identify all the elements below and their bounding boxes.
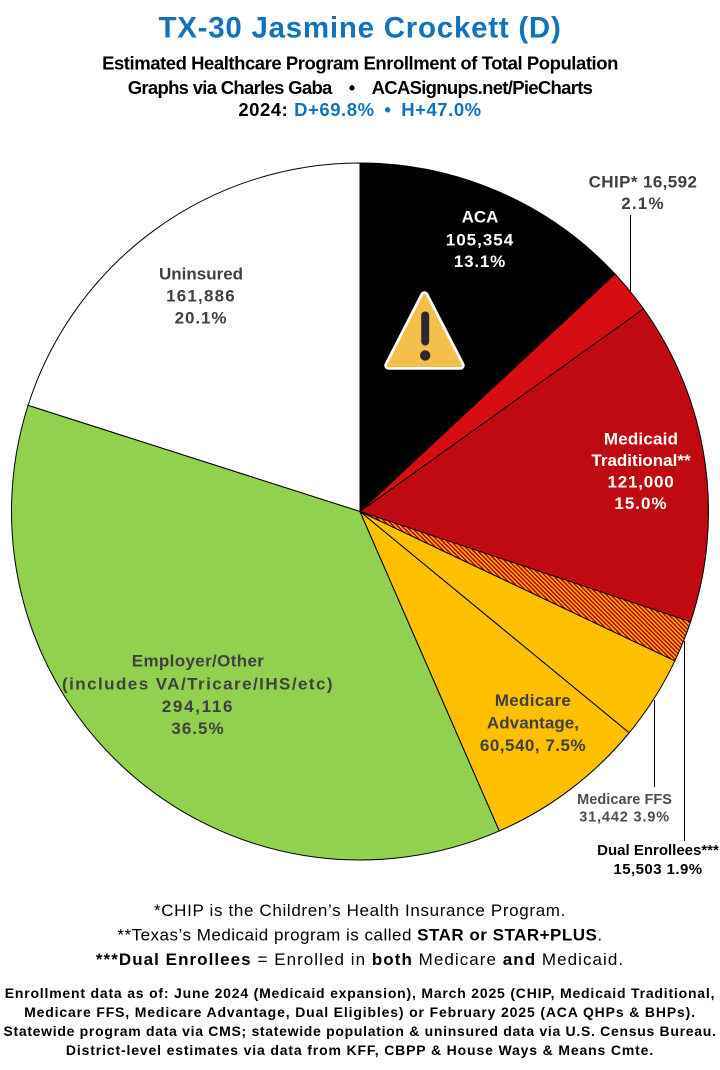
svg-text:105,354: 105,354 xyxy=(446,231,514,250)
svg-text:Advantage,: Advantage, xyxy=(487,714,579,733)
svg-text:TX-30 Jasmine Crockett (D): TX-30 Jasmine Crockett (D) xyxy=(158,12,561,45)
svg-text:2.1%: 2.1% xyxy=(621,194,665,213)
svg-text:Medicaid: Medicaid xyxy=(604,430,678,449)
svg-text:*CHIP is the Children’s Health: *CHIP is the Children’s Health Insurance… xyxy=(154,901,566,920)
svg-text:Statewide program data via CMS: Statewide program data via CMS; statewid… xyxy=(3,1023,716,1039)
svg-text:Medicare FFS: Medicare FFS xyxy=(577,792,672,808)
svg-text:Enrollment data as of: June 20: Enrollment data as of: June 2024 (Medica… xyxy=(5,985,716,1001)
svg-text:161,886: 161,886 xyxy=(166,287,236,306)
svg-text:15.0%: 15.0% xyxy=(614,494,667,513)
svg-text:Medicare: Medicare xyxy=(495,691,572,710)
svg-text:60,540, 7.5%: 60,540, 7.5% xyxy=(480,736,586,755)
svg-text:District-level estimates via d: District-level estimates via data from K… xyxy=(66,1042,654,1058)
svg-text:CHIP* 16,592: CHIP* 16,592 xyxy=(589,173,698,192)
svg-text:2024: D+69.8% • H+47.0%: 2024: D+69.8% • H+47.0% xyxy=(238,99,481,120)
svg-text:Graphs via Charles Gaba • AC: Graphs via Charles Gaba • ACASignups.net… xyxy=(128,77,593,98)
svg-text:Uninsured: Uninsured xyxy=(159,265,243,284)
svg-text:294,116: 294,116 xyxy=(162,697,234,716)
svg-text:15,503 1.9%: 15,503 1.9% xyxy=(613,861,702,878)
svg-text:121,000: 121,000 xyxy=(607,473,674,492)
svg-text:ACA: ACA xyxy=(462,208,499,227)
svg-text:***Dual Enrollees = Enrolled i: ***Dual Enrollees = Enrolled in both Med… xyxy=(96,950,624,969)
svg-text:Estimated Healthcare Program E: Estimated Healthcare Program Enrollment … xyxy=(102,53,618,74)
svg-text:Dual Enrollees***: Dual Enrollees*** xyxy=(597,842,719,859)
svg-text:36.5%: 36.5% xyxy=(171,719,224,738)
svg-text:(includes VA/Tricare/IHS/etc): (includes VA/Tricare/IHS/etc) xyxy=(62,675,334,694)
svg-text:31,442 3.9%: 31,442 3.9% xyxy=(579,810,670,826)
svg-text:Medicare FFS, Medicare Advanta: Medicare FFS, Medicare Advantage, Dual E… xyxy=(24,1004,696,1020)
svg-text:Traditional**: Traditional** xyxy=(591,451,691,470)
svg-text:**Texas’s Medicaid program is: **Texas’s Medicaid program is called STA… xyxy=(117,926,602,945)
svg-text:Employer/Other: Employer/Other xyxy=(132,652,264,671)
svg-text:13.1%: 13.1% xyxy=(454,252,506,271)
svg-text:20.1%: 20.1% xyxy=(175,309,228,328)
